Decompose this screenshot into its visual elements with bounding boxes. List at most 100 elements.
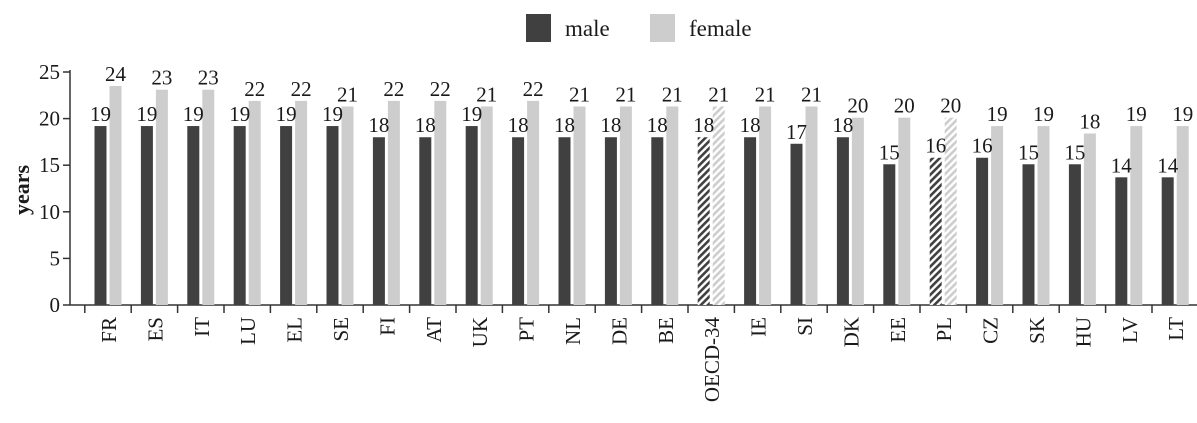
data-label-female: 24 (105, 62, 127, 86)
x-tick-label: SK (1025, 317, 1049, 344)
bar-male (372, 137, 385, 305)
data-label-female: 21 (708, 82, 729, 106)
bar-female (1176, 126, 1189, 305)
bar-male (929, 157, 942, 305)
bar-female (573, 106, 586, 305)
bar-male (604, 137, 617, 305)
data-label-female: 21 (801, 82, 822, 106)
data-label-male: 19 (136, 102, 157, 126)
legend-swatch-male (526, 14, 551, 42)
x-tick-label: CZ (979, 317, 1003, 344)
y-tick-label: 20 (39, 107, 60, 131)
data-label-female: 20 (847, 94, 868, 118)
data-label-female: 19 (1172, 102, 1193, 126)
bar-female (759, 106, 772, 305)
data-label-female: 19 (987, 102, 1008, 126)
bar-male (558, 137, 571, 305)
x-tick-label: FI (375, 317, 399, 336)
x-tick-label: ES (143, 317, 167, 342)
bar-male (883, 164, 896, 305)
x-tick-label: PT (515, 317, 539, 342)
data-label-male: 19 (90, 102, 111, 126)
data-label-female: 23 (151, 66, 172, 90)
data-label-female: 22 (430, 77, 451, 101)
data-label-male: 18 (554, 113, 575, 137)
x-tick-label: AT (422, 317, 446, 343)
data-label-female: 22 (383, 77, 404, 101)
x-tick-label: SE (329, 317, 353, 342)
x-tick-label: BE (654, 317, 678, 344)
data-label-male: 15 (1064, 140, 1085, 164)
bar-male (326, 126, 339, 305)
bar-female (712, 106, 725, 305)
legend-label-female: female (689, 16, 752, 41)
x-tick-label: NL (561, 317, 585, 345)
bar-male (651, 137, 664, 305)
legend-swatch-female (650, 14, 675, 42)
data-label-male: 15 (1018, 140, 1039, 164)
bar-male (280, 126, 293, 305)
bar-female (991, 126, 1004, 305)
data-label-male: 19 (461, 102, 482, 126)
data-label-male: 15 (879, 140, 900, 164)
y-axis-title: years (9, 165, 34, 216)
x-tick-label: UK (468, 317, 492, 347)
data-label-female: 21 (755, 82, 776, 106)
data-label-female: 21 (662, 82, 683, 106)
y-tick-label: 0 (50, 293, 61, 317)
bar-female (666, 106, 679, 305)
data-label-male: 18 (740, 113, 761, 137)
x-tick-label: LT (1164, 317, 1188, 341)
x-tick-label: PL (932, 317, 956, 342)
bar-female (851, 117, 864, 305)
bar-male (94, 126, 107, 305)
bar-female (944, 117, 957, 305)
bar-female (805, 106, 818, 305)
data-label-female: 20 (894, 94, 915, 118)
data-label-male: 18 (647, 113, 668, 137)
data-label-female: 20 (940, 94, 961, 118)
x-tick-label: OECD-34 (700, 317, 724, 403)
data-label-male: 18 (508, 113, 529, 137)
x-tick-label: DE (607, 317, 631, 345)
bar-male (1068, 164, 1081, 305)
bar-female (387, 100, 400, 305)
x-tick-label: LU (236, 317, 260, 345)
data-label-male: 18 (415, 113, 436, 137)
data-label-female: 21 (476, 82, 497, 106)
bar-female (109, 85, 122, 305)
y-tick-label: 10 (39, 200, 60, 224)
y-tick-label: 5 (50, 246, 61, 270)
bar-female (295, 100, 308, 305)
data-label-male: 18 (693, 113, 714, 137)
bar-male (836, 137, 849, 305)
data-label-female: 21 (337, 82, 358, 106)
y-tick-label: 15 (39, 153, 60, 177)
bar-female (248, 100, 261, 305)
x-tick-label: LV (1118, 317, 1142, 343)
x-tick-label: EL (283, 317, 307, 343)
bar-female (619, 106, 632, 305)
bar-male (1161, 177, 1174, 305)
y-tick-label: 25 (39, 60, 60, 84)
bar-male (233, 126, 246, 305)
bar-female (527, 100, 540, 305)
data-label-male: 16 (972, 134, 993, 158)
data-label-female: 22 (523, 77, 544, 101)
x-axis: FR ES IT LU EL SE FI AT UK PT NL DE BE OECD-34 IE SI DK E… (70, 304, 1197, 403)
x-tick-label: SI (793, 317, 817, 336)
legend: male female (526, 14, 752, 42)
bar-female (155, 89, 168, 305)
x-tick-label: IT (190, 317, 214, 337)
bar-male (187, 126, 200, 305)
data-label-male: 14 (1111, 153, 1133, 177)
bar-male (976, 157, 989, 305)
data-label-female: 21 (615, 82, 636, 106)
y-axis: 0 5 10 15 20 25 (39, 60, 71, 317)
bar-male (419, 137, 432, 305)
data-label-female: 19 (1033, 102, 1054, 126)
data-label-male: 17 (786, 120, 807, 144)
data-label-female: 18 (1079, 110, 1100, 134)
bars (94, 85, 1189, 305)
data-label-male: 18 (600, 113, 621, 137)
